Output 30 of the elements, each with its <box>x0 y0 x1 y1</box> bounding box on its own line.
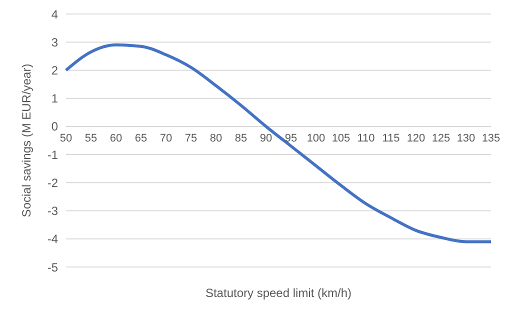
x-tick-label: 105 <box>332 132 350 144</box>
y-tick-label: 3 <box>51 35 58 50</box>
x-tick-label: 90 <box>260 132 272 144</box>
x-tick-label: 80 <box>210 132 222 144</box>
x-tick-label: 125 <box>432 132 450 144</box>
x-tick-label: 65 <box>134 132 148 144</box>
x-tick-label: 85 <box>234 132 248 144</box>
y-tick-label: -2 <box>47 176 58 190</box>
x-tick-label: 75 <box>184 132 198 144</box>
y-tick-label: 0 <box>51 120 58 134</box>
x-tick-label: 120 <box>406 132 426 144</box>
x-tick-label: 70 <box>160 132 172 144</box>
y-tick-label: 1 <box>51 92 58 106</box>
x-tick-label: 50 <box>60 132 72 144</box>
x-axis-title: Statutory speed limit (km/h) <box>205 286 352 300</box>
y-tick-label: 2 <box>51 63 58 78</box>
y-tick-label: -3 <box>47 204 58 218</box>
y-tick-label: -1 <box>47 148 58 162</box>
x-tick-label: 130 <box>456 132 476 144</box>
x-tick-label: 115 <box>382 132 400 144</box>
y-tick-label: 4 <box>51 7 58 22</box>
y-tick-label: -5 <box>47 260 58 274</box>
x-tick-label: 100 <box>306 132 326 144</box>
x-tick-label: 60 <box>110 132 122 144</box>
x-tick-label: 135 <box>482 132 500 144</box>
y-axis-title: Social savings (M EUR/year) <box>19 64 34 218</box>
y-tick-label: -4 <box>47 232 58 246</box>
x-tick-label: 95 <box>284 132 298 144</box>
x-tick-label: 55 <box>84 132 98 144</box>
x-tick-label: 110 <box>357 132 375 144</box>
